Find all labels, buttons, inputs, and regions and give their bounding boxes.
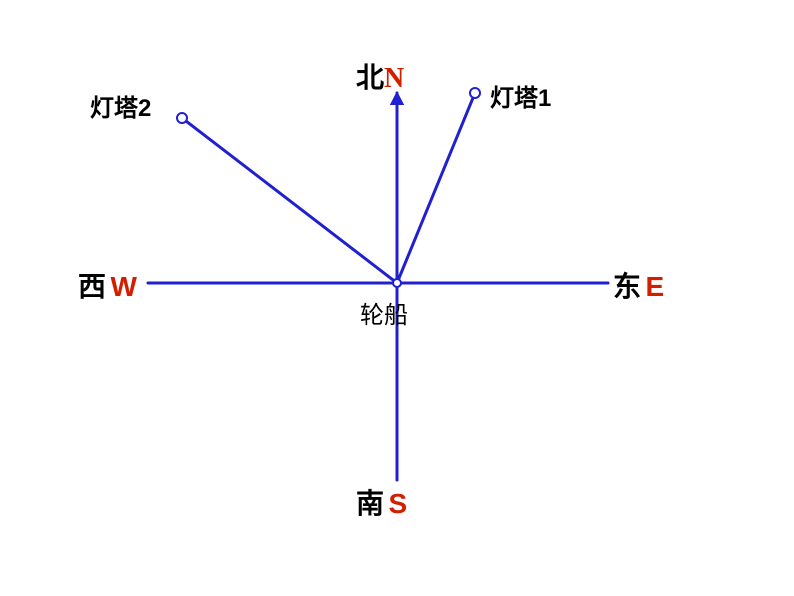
east-en: E xyxy=(645,271,664,302)
north-cn: 北 xyxy=(356,62,384,93)
south-en: S xyxy=(388,488,407,519)
lighthouse1-label: 灯塔1 xyxy=(490,78,551,113)
ship-label: 轮船 xyxy=(360,295,408,330)
north-en: N xyxy=(384,63,404,94)
north-label-group: 北N xyxy=(356,56,404,96)
west-cn: 西 xyxy=(78,271,106,302)
east-label-group: 东 E xyxy=(613,265,664,305)
west-label-group: 西 W xyxy=(78,265,137,305)
south-cn: 南 xyxy=(356,488,384,519)
lighthouse2-label: 灯塔2 xyxy=(90,88,151,123)
west-en: W xyxy=(110,271,136,302)
east-cn: 东 xyxy=(613,271,641,302)
south-label-group: 南 S xyxy=(356,482,407,522)
